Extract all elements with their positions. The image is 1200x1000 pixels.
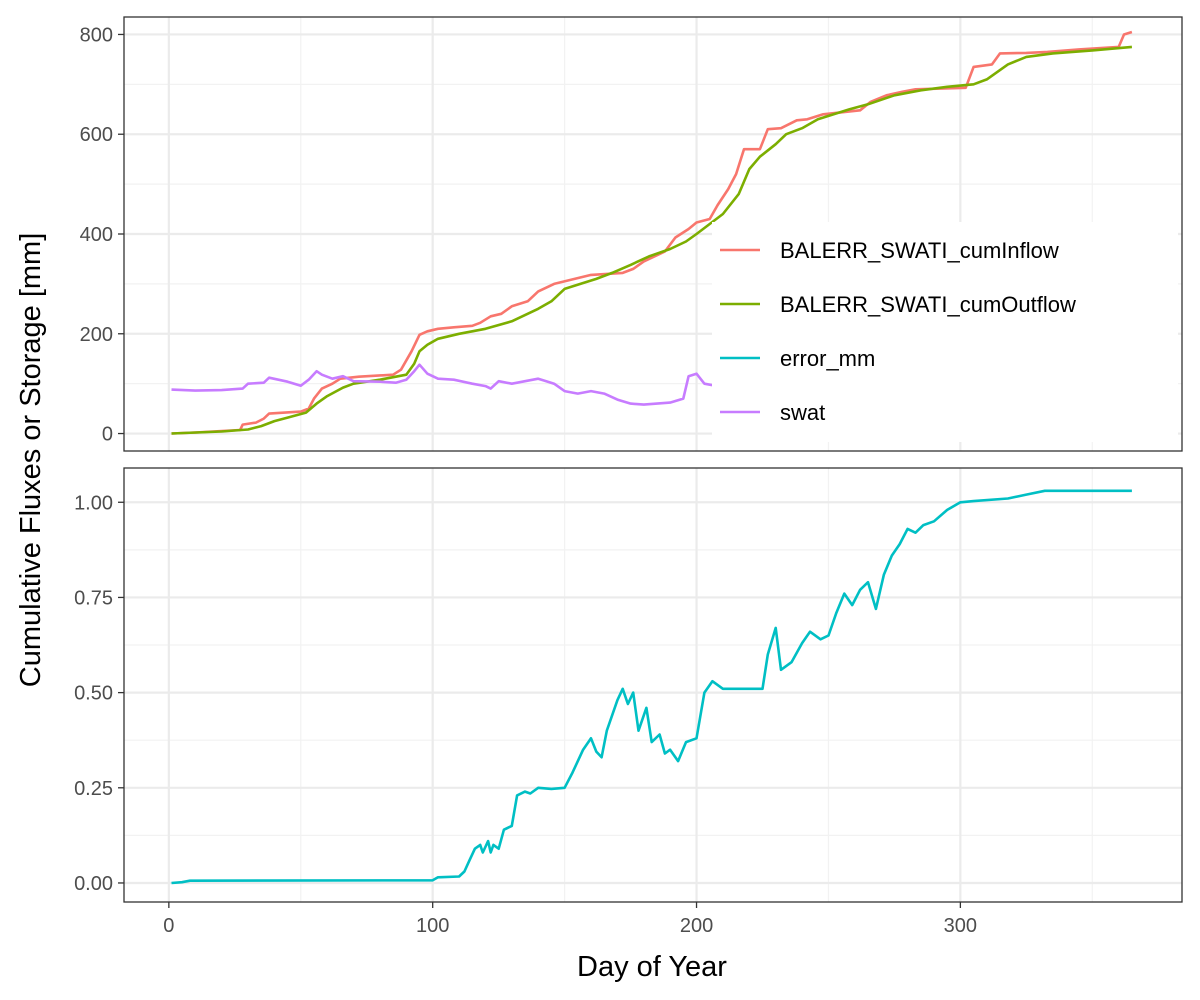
x-tick-label: 0 (163, 915, 174, 937)
panel-border (123, 467, 1183, 903)
series-line-BALERR_SWATI_cumOutflow (171, 45, 1133, 435)
x-tick-label: 200 (680, 915, 713, 937)
y-axis-title: Cumulative Fluxes or Storage [mm] (15, 233, 47, 687)
y-tick-label: 0 (102, 424, 113, 446)
legend-label: swat (780, 400, 825, 425)
x-tick-label: 300 (944, 915, 977, 937)
legend-label: BALERR_SWATI_cumInflow (780, 238, 1059, 263)
x-axis: 0 100 200 300 (163, 902, 977, 937)
lower-panel: 0.00 0.25 0.50 0.75 1.00 (74, 467, 1183, 903)
legend-label: error_mm (780, 346, 875, 371)
series-line-BALERR_SWATI_cumInflow (171, 30, 1133, 435)
legend-label: BALERR_SWATI_cumOutflow (780, 292, 1076, 317)
y-tick-label: 0.50 (74, 683, 113, 705)
y-tick-label: 1.00 (74, 492, 113, 514)
x-tick-label: 100 (416, 915, 449, 937)
y-tick-label: 400 (80, 224, 113, 246)
x-axis-title: Day of Year (577, 951, 727, 983)
y-tick-label: 0.00 (74, 873, 113, 895)
y-tick-label: 0.75 (74, 587, 113, 609)
series-line-error_mm (171, 489, 1132, 885)
y-tick-label: 200 (80, 324, 113, 346)
legend-background (712, 222, 1178, 442)
legend: BALERR_SWATI_cumInflow BALERR_SWATI_cumOu… (712, 222, 1178, 442)
y-tick-label: 600 (80, 124, 113, 146)
y-tick-label: 0.25 (74, 778, 113, 800)
y-tick-label: 800 (80, 24, 113, 46)
panel-background (124, 468, 1182, 902)
